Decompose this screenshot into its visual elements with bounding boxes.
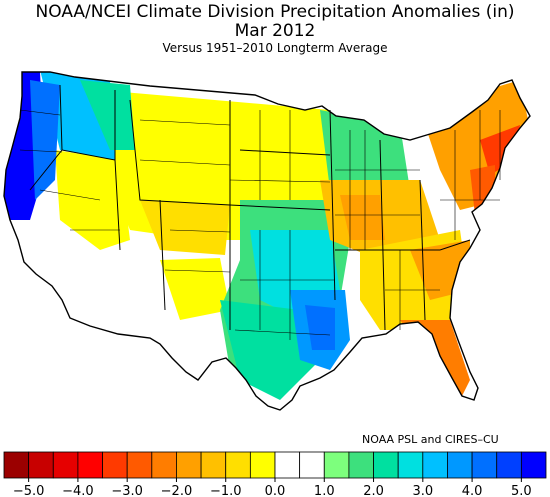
us-climate-division-map	[3, 71, 531, 411]
legend-tick-label: 0.0	[265, 484, 286, 497]
legend-swatch	[77, 451, 103, 479]
legend-tick-label: 4.0	[462, 484, 483, 497]
legend-swatch	[102, 451, 128, 479]
legend-swatch	[274, 451, 301, 479]
region-illinois-orange	[340, 195, 385, 240]
legend-ticks: −5.0 −4.0 −3.0 −2.0 −1.0 0.0 1.0 2.0 3.0 4.0 5.0	[13, 478, 532, 497]
legend-swatch	[28, 451, 54, 479]
legend-swatch	[422, 451, 448, 479]
legend-tick-label: −3.0	[111, 484, 143, 497]
legend-swatch	[52, 451, 79, 479]
map-period: Mar 2012	[234, 21, 316, 41]
legend-swatch	[348, 451, 374, 479]
legend-tick-label: −1.0	[210, 484, 242, 497]
region-colorado-utah	[140, 200, 230, 255]
map-title: NOAA/NCEI Climate Division Precipitation…	[35, 2, 515, 22]
data-credit: NOAA PSL and CIRES–CU	[362, 433, 499, 446]
region-louisiana-deep-blue	[305, 305, 335, 350]
region-northern-rockies	[80, 80, 135, 150]
legend-swatch	[299, 451, 325, 479]
legend-swatch	[225, 451, 251, 479]
legend-swatch	[151, 451, 177, 479]
legend-tick-label: 2.0	[363, 484, 384, 497]
legend-swatch	[249, 451, 276, 479]
legend-swatch	[520, 451, 547, 479]
legend-swatch	[200, 451, 227, 479]
state-boundaries	[29, 84, 471, 331]
legend-tick-label: 1.0	[314, 484, 335, 497]
region-nevada	[55, 150, 130, 250]
legend-tick-label: −5.0	[13, 484, 45, 497]
region-new-mexico-yellow	[160, 258, 230, 320]
map-subtitle: Versus 1951–2010 Longterm Average	[162, 41, 388, 55]
legend-tick-label: −2.0	[161, 484, 193, 497]
legend-swatch	[373, 451, 399, 479]
legend-swatch	[447, 451, 473, 479]
legend-swatch	[3, 451, 30, 479]
legend-tick-label: 3.0	[412, 484, 433, 497]
division-boundaries	[19, 109, 501, 340]
legend-tick-label: 5.0	[511, 484, 532, 497]
legend-swatch	[397, 451, 424, 479]
legend-swatch	[323, 451, 350, 479]
legend-swatch	[471, 451, 498, 479]
legend-swatches	[3, 451, 547, 479]
region-nw-inland-blue	[30, 80, 60, 200]
legend-tick-label: −4.0	[62, 484, 94, 497]
legend-swatch	[126, 451, 153, 479]
legend-swatch	[176, 451, 202, 479]
legend-swatch	[496, 451, 522, 479]
